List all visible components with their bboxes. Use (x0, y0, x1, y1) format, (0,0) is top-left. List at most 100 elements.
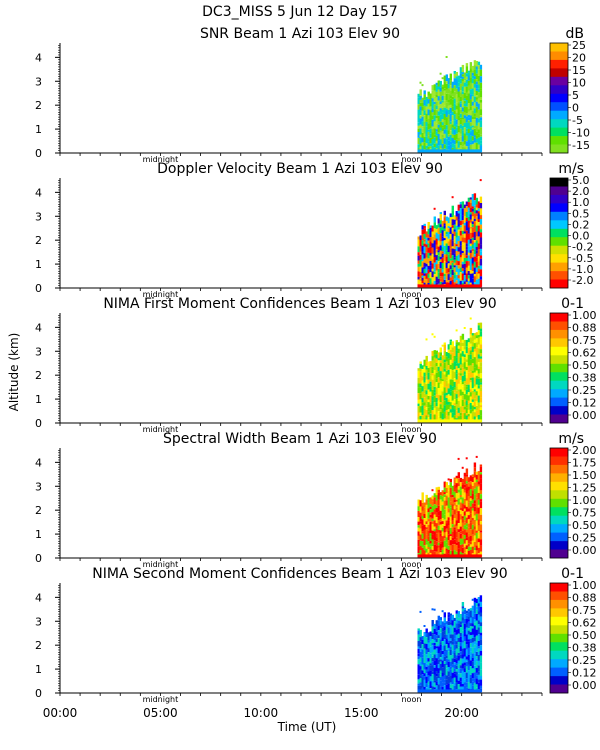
heatmap-cell (461, 534, 465, 539)
heatmap-cell (463, 258, 467, 264)
heatmap-cell (463, 679, 467, 683)
heatmap-cell (421, 103, 424, 107)
heatmap-cell (425, 657, 428, 664)
colorbar-swatch (550, 59, 568, 69)
heatmap-cell (473, 597, 477, 602)
heatmap-cell (463, 650, 467, 657)
heatmap-cell (437, 684, 440, 691)
heatmap-cell (423, 90, 426, 95)
heatmap-cell (455, 629, 458, 635)
heatmap-cell (467, 103, 471, 109)
heatmap-cell (473, 641, 477, 645)
heatmap-cell (473, 526, 477, 530)
heatmap-cell (467, 88, 471, 91)
noon-label: noon (401, 155, 421, 164)
heatmap-cell (475, 493, 479, 498)
heatmap-cell (433, 243, 436, 250)
heatmap-cell (431, 373, 434, 376)
colorbar-label: 0.50 (572, 519, 597, 532)
heatmap-cell (473, 631, 477, 638)
heatmap-cell (423, 669, 426, 674)
heatmap-cell (441, 413, 444, 420)
heatmap-cell (439, 492, 442, 496)
heatmap-cell (457, 660, 460, 664)
heatmap-cell (425, 119, 428, 122)
heatmap-cell (461, 384, 465, 387)
heatmap-cell (439, 145, 442, 149)
heatmap-cell (459, 251, 463, 255)
heatmap-cell (475, 117, 479, 123)
heatmap-cell (445, 368, 448, 371)
heatmap-cell (439, 661, 442, 664)
heatmap-field (417, 179, 483, 288)
heatmap-cell (439, 670, 442, 675)
heatmap-cell (471, 372, 475, 378)
heatmap-cell (431, 90, 434, 94)
heatmap-cell (431, 489, 434, 492)
heatmap-cell (479, 635, 483, 640)
heatmap-cell (443, 532, 446, 536)
heatmap-cell (443, 344, 446, 351)
heatmap-cell (475, 370, 479, 376)
heatmap-cell (421, 519, 424, 526)
heatmap-cell (449, 409, 452, 413)
heatmap-cell (439, 356, 442, 361)
heatmap-cell (427, 237, 430, 241)
heatmap-cell (463, 522, 467, 526)
heatmap-cell (453, 239, 456, 243)
heatmap-cell (473, 108, 477, 114)
heatmap-cell (449, 269, 452, 275)
y-tick-label: 4 (35, 321, 42, 334)
heatmap-cell (475, 675, 479, 679)
heatmap-cell (461, 508, 465, 512)
heatmap-cell (443, 245, 446, 253)
heatmap-cell (459, 490, 463, 495)
heatmap-cell (431, 680, 434, 687)
heatmap-cell (445, 488, 448, 494)
heatmap-cell (447, 263, 450, 269)
heatmap-cell (479, 229, 483, 233)
heatmap-cell (461, 531, 465, 535)
heatmap-cell (449, 395, 452, 403)
heatmap-cell (455, 124, 458, 128)
heatmap-cell (429, 546, 432, 550)
heatmap-cell (421, 365, 424, 370)
heatmap-cell (425, 366, 428, 370)
heatmap-cell (447, 534, 450, 541)
heatmap-cell (477, 256, 481, 262)
heatmap-cell (451, 514, 454, 521)
heatmap-cell (463, 216, 467, 223)
heatmap-cell (439, 674, 442, 677)
heatmap-cell (427, 263, 430, 266)
heatmap-cell (463, 505, 467, 509)
heatmap-cell (437, 509, 440, 512)
heatmap-cell (425, 673, 428, 677)
heatmap-cell (449, 373, 452, 380)
heatmap-cell (443, 225, 446, 229)
heatmap-cell (465, 128, 469, 132)
heatmap-cell (477, 362, 481, 367)
heatmap-cell (457, 407, 460, 413)
heatmap-cell (449, 369, 452, 374)
heatmap-cell (471, 657, 475, 662)
colorbar-swatch (550, 406, 568, 415)
heatmap-cell (451, 240, 454, 247)
heatmap-cell (465, 246, 469, 250)
heatmap-cell (461, 386, 465, 392)
heatmap-cell (473, 471, 477, 478)
heatmap-cell (449, 341, 452, 345)
heatmap-cell (461, 253, 465, 256)
heatmap-cell (471, 240, 475, 245)
heatmap-cell (443, 481, 446, 488)
heatmap-cell (479, 358, 483, 363)
heatmap-cell (453, 509, 456, 515)
heatmap-cell (479, 545, 483, 552)
heatmap-cell (443, 90, 446, 96)
heatmap-cell (423, 659, 426, 663)
heatmap-cell (437, 492, 440, 500)
heatmap-cell (437, 278, 440, 284)
heatmap-cell (473, 613, 477, 620)
heatmap-cell (425, 279, 428, 286)
heatmap-cell (439, 371, 442, 376)
heatmap-cell (419, 415, 422, 422)
